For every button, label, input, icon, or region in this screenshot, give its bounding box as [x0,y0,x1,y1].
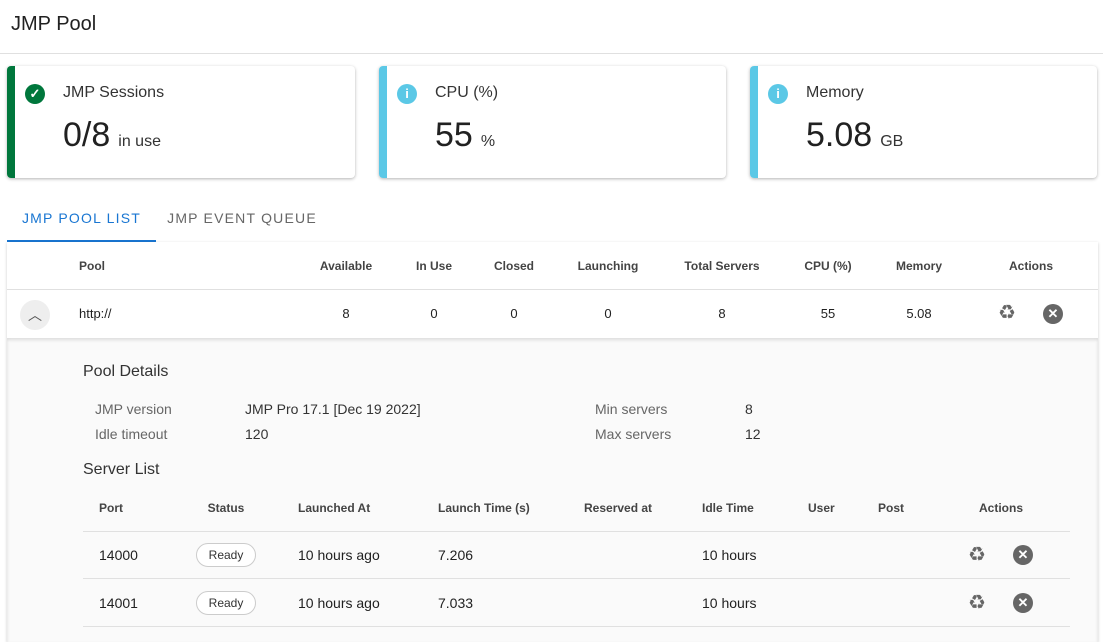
column-header: Closed [493,259,535,273]
pool-details-title: Pool Details [83,363,169,380]
jmp-version-label: JMP version [95,401,172,417]
card-value-number: 5.08 [806,116,873,154]
cell-pool: http:// [79,306,112,321]
card-value-number: 55 [435,116,473,154]
card-label: CPU (%) [435,84,499,101]
card-accent-bar [379,66,387,178]
card-value: 0/8 in use [63,116,161,155]
column-header: Port [99,501,123,515]
column-header: Pool [79,259,105,273]
idle-timeout-label: Idle timeout [95,426,168,442]
server-list-title: Server List [83,461,160,478]
recycle-icon[interactable]: ♻ [998,302,1016,324]
cell-port: 14000 [99,547,138,563]
column-header: Actions [1008,259,1054,273]
card-label: JMP Sessions [63,84,165,101]
column-header: Launching [577,259,639,273]
close-icon[interactable]: ✕ [1013,545,1033,565]
recycle-icon[interactable]: ♻ [968,592,986,614]
cell-launch-time: 7.033 [438,595,474,611]
cell-port: 14001 [99,595,138,611]
divider [83,531,1070,532]
cell-launching: 0 [604,306,612,321]
cell-memory: 5.08 [906,306,932,321]
column-header: User [808,501,835,515]
info-icon: i [768,84,788,104]
min-servers-value: 8 [745,401,753,417]
cell-launched-at: 10 hours ago [298,595,380,611]
column-header: Launch Time (s) [438,501,530,515]
cell-closed: 0 [510,306,518,321]
recycle-icon[interactable]: ♻ [968,544,986,566]
table-row: 14000 Ready 10 hours ago 7.206 10 hours ♻ ✕ [7,531,1098,579]
stat-card: i CPU (%) 55% [379,66,726,178]
tab-jmp-event-queue[interactable]: JMP EVENT QUEUE [167,210,317,226]
check-circle-icon: ✓ [25,84,45,104]
card-value-unit: GB [880,133,904,150]
app-header: JMP Pool [0,0,1103,54]
stat-card: ✓ JMP Sessions 0/8 in use [7,66,355,178]
cell-in-use: 0 [430,306,438,321]
collapse-row-button[interactable]: ︿ [20,300,50,330]
max-servers-value: 12 [745,426,761,442]
card-label: Memory [806,84,864,101]
column-header: CPU (%) [804,259,852,273]
max-servers-label: Max servers [595,426,672,442]
divider [83,578,1070,579]
pool-detail-panel: Pool Details JMP version JMP Pro 17.1 [D… [7,338,1098,642]
cell-idle-time: 10 hours [702,547,757,563]
page-title: JMP Pool [11,13,97,35]
column-header: Idle Time [702,501,754,515]
chevron-up-icon: ︿ [28,307,42,323]
divider [83,626,1070,627]
card-value-number: 0/8 [63,116,111,154]
close-icon[interactable]: ✕ [1013,593,1033,613]
cell-total-servers: 8 [718,306,726,321]
table-row: 14001 Ready 10 hours ago 7.033 10 hours ♻ ✕ [7,579,1098,627]
column-header: Total Servers [684,259,760,273]
card-value-unit: in use [118,133,161,150]
cell-available: 8 [342,306,350,321]
column-header: Memory [895,259,943,273]
stat-card: i Memory 5.08 GB [750,66,1097,178]
close-icon[interactable]: ✕ [1043,304,1063,324]
cell-launched-at: 10 hours ago [298,547,380,563]
card-accent-bar [750,66,758,178]
idle-timeout-value: 120 [245,426,269,442]
column-header: Actions [978,501,1024,515]
cell-idle-time: 10 hours [702,595,757,611]
column-header: In Use [415,259,453,273]
card-value-unit: % [480,133,496,150]
jmp-version-value: JMP Pro 17.1 [Dec 19 2022] [245,401,421,417]
min-servers-label: Min servers [595,401,668,417]
column-header: Available [319,259,373,273]
column-header: Status [207,501,245,515]
column-header: Reserved at [584,501,653,515]
card-value: 55% [435,116,495,155]
cell-launch-time: 7.206 [438,547,474,563]
tab-jmp-pool-list[interactable]: JMP POOL LIST [7,200,156,242]
column-header: Launched At [298,501,371,515]
pool-table: Pool Available In Use Closed Launching Total … [7,242,1098,642]
card-accent-bar [7,66,15,178]
card-value: 5.08 GB [806,116,903,155]
status-badge: Ready [196,543,256,567]
info-icon: i [397,84,417,104]
column-header: Post [878,501,905,515]
status-badge: Ready [196,591,256,615]
cell-cpu: 55 [820,306,836,321]
